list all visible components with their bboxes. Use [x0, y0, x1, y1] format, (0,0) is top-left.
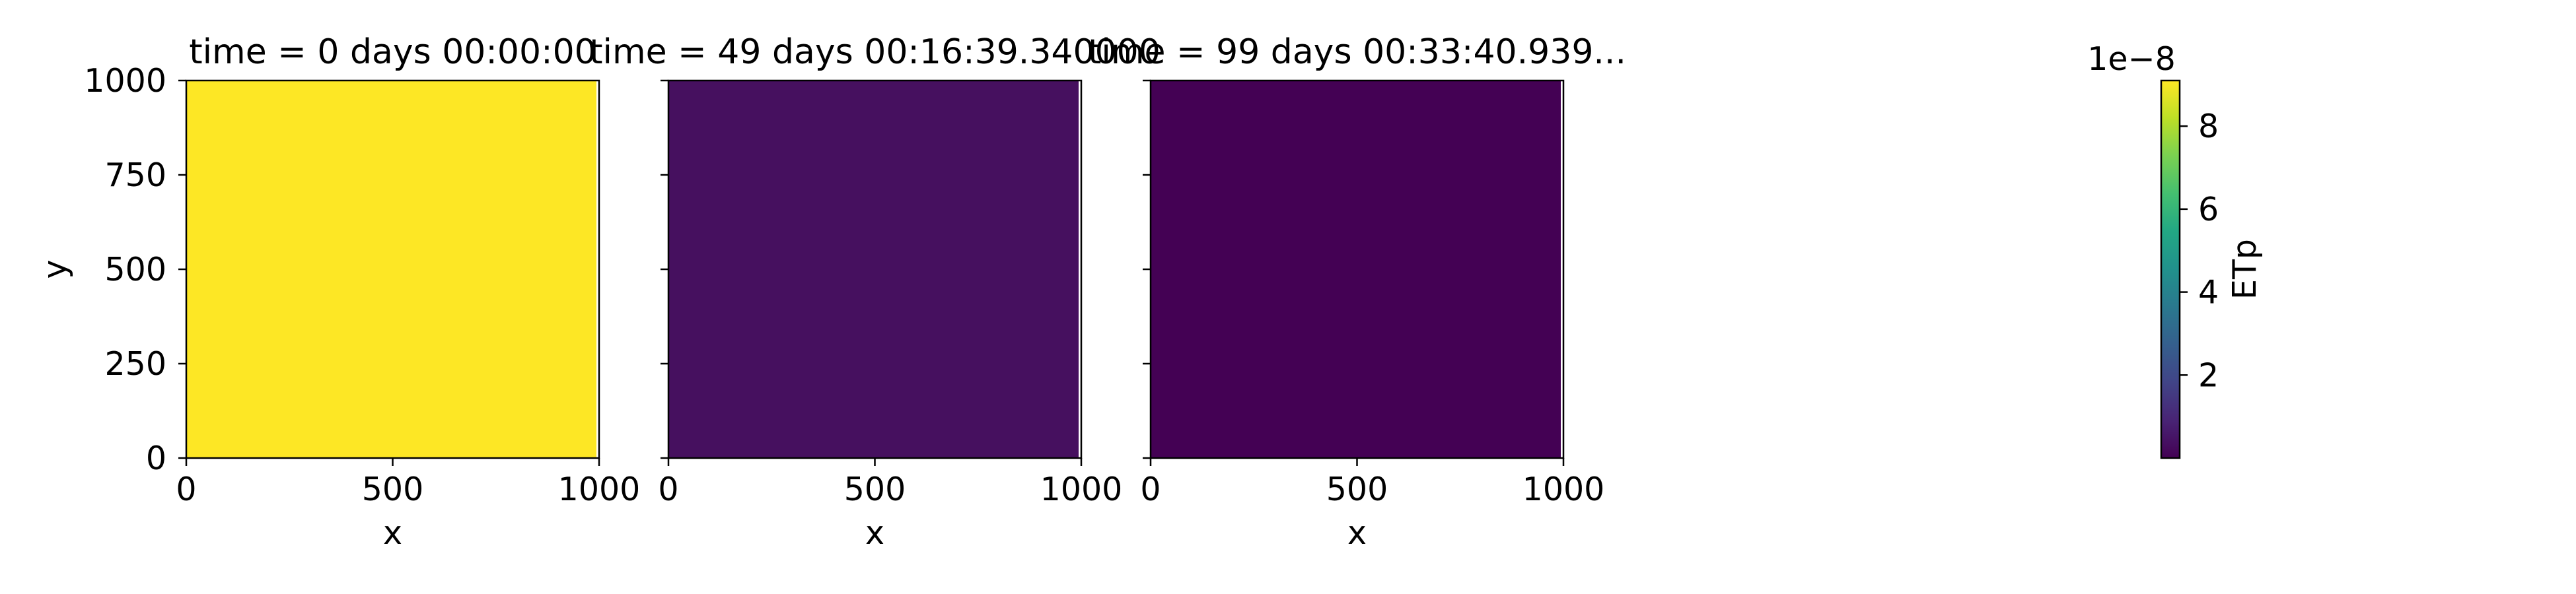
panel-2: time = 49 days 00:16:39.340000 0 500 1000 x — [589, 32, 1161, 552]
panel-title: time = 49 days 00:16:39.340000 — [589, 32, 1161, 72]
x-tick-label: 1000 — [558, 471, 641, 508]
y-tick-label: 750 — [104, 156, 166, 194]
heatmap-cell — [186, 81, 599, 458]
colorbar-tick-label: 4 — [2198, 274, 2219, 312]
colorbar: 2 4 6 8 1e−8 ETp — [2087, 40, 2264, 459]
y-tick-label: 1000 — [84, 62, 166, 100]
x-tick-label: 1000 — [1522, 471, 1605, 508]
x-tick-label: 1000 — [1040, 471, 1123, 508]
heatmap-edge — [1079, 81, 1081, 458]
x-axis-label: x — [865, 514, 884, 552]
y-tick-label: 0 — [146, 440, 166, 477]
x-tick-label: 500 — [362, 471, 424, 508]
panel-title: time = 99 days 00:33:40.939... — [1088, 32, 1626, 72]
panel-title: time = 0 days 00:00:00 — [189, 32, 596, 72]
heatmap-edge — [596, 81, 599, 458]
heatmap-cell — [1151, 81, 1563, 458]
colorbar-tick-label: 6 — [2198, 191, 2219, 228]
colorbar-gradient — [2161, 81, 2180, 458]
x-axis-label: x — [1347, 514, 1367, 552]
x-tick-label: 0 — [176, 471, 196, 508]
x-tick-label: 500 — [844, 471, 906, 508]
x-axis-label: x — [383, 514, 402, 552]
y-tick-label: 500 — [104, 251, 166, 288]
x-tick-label: 0 — [1140, 471, 1161, 508]
panels: time = 0 days 00:00:00 0 500 1000 x 0 250 500 75… — [36, 32, 1626, 552]
x-tick-label: 0 — [658, 471, 678, 508]
y-tick-label: 250 — [104, 345, 166, 383]
colorbar-frame — [2160, 79, 2181, 459]
panel-3: time = 99 days 00:33:40.939... 0 500 1000 x — [1088, 32, 1626, 552]
panel-1: time = 0 days 00:00:00 0 500 1000 x 0 250 500 75… — [36, 32, 640, 552]
colorbar-offset-text: 1e−8 — [2087, 40, 2176, 78]
heatmap-cell — [668, 81, 1081, 458]
colorbar-label: ETp — [2226, 239, 2264, 300]
colorbar-tick-label: 2 — [2198, 356, 2219, 394]
x-tick-label: 500 — [1326, 471, 1388, 508]
colorbar-tick-label: 8 — [2198, 108, 2219, 145]
heatmap-edge — [1561, 81, 1563, 458]
y-axis-label: y — [36, 260, 74, 279]
